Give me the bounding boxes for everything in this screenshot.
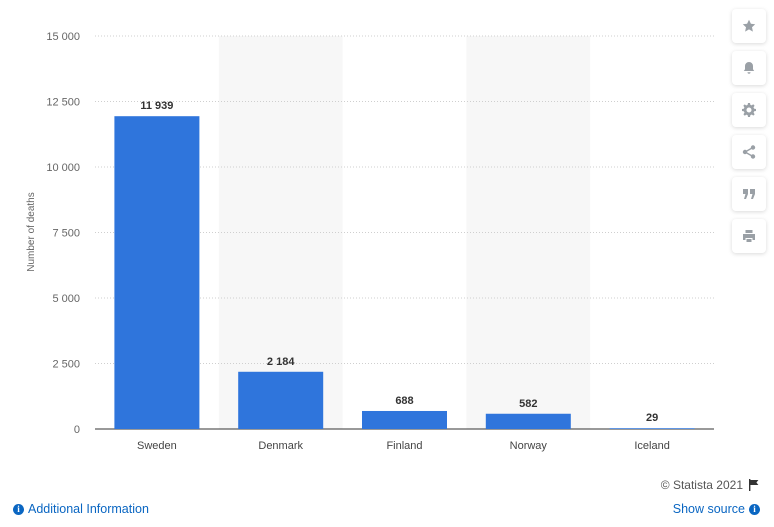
notification-bell-button[interactable] (732, 51, 766, 85)
x-category-label: Iceland (634, 440, 669, 452)
data-label: 688 (395, 395, 413, 407)
share-button[interactable] (732, 135, 766, 169)
cite-quote-icon (743, 189, 755, 199)
credit-text: © Statista 2021 (660, 478, 743, 492)
x-category-label: Finland (386, 440, 422, 452)
bar-chart: 0 2 500 5 000 7 500 10 000 12 500 15 000 11 93… (26, 31, 714, 452)
y-tick-label: 0 (74, 424, 80, 436)
notification-bell-icon (743, 62, 755, 74)
settings-gear-button[interactable] (732, 93, 766, 127)
flag-icon (749, 479, 759, 491)
info-icon: i (749, 503, 760, 515)
x-category-label: Denmark (258, 440, 303, 452)
category-band (466, 36, 591, 429)
statista-credit[interactable]: © Statista 2021 (661, 478, 760, 492)
additional-information-link[interactable]: i Additional Information (13, 502, 149, 516)
bar-sweden (114, 116, 200, 430)
y-tick-label: 2 500 (52, 359, 80, 371)
x-category-label: Sweden (137, 440, 177, 452)
y-axis-title: Number of deaths (26, 192, 37, 272)
favorite-star-icon (742, 19, 756, 32)
info-icon: i (13, 503, 24, 515)
bar-iceland (609, 428, 695, 429)
bar-finland (362, 410, 447, 429)
data-label: 582 (519, 398, 537, 410)
share-icon (742, 145, 756, 159)
y-tick-label: 7 500 (52, 228, 80, 240)
show-source-link[interactable]: Show source i (673, 502, 760, 516)
additional-information-label: Additional Information (28, 502, 149, 516)
cite-quote-button[interactable] (732, 177, 766, 211)
y-tick-label: 5 000 (52, 293, 80, 305)
data-label: 29 (646, 412, 658, 424)
print-icon (743, 230, 755, 242)
y-tick-label: 15 000 (46, 31, 80, 43)
print-button[interactable] (732, 219, 766, 253)
show-source-label: Show source (672, 502, 745, 516)
y-tick-label: 10 000 (46, 162, 80, 174)
bar-denmark (238, 371, 324, 429)
favorite-star-button[interactable] (732, 9, 766, 43)
x-category-label: Norway (510, 440, 548, 452)
bar-norway (485, 413, 571, 429)
data-label: 2 184 (267, 356, 295, 368)
settings-gear-icon (742, 103, 756, 117)
data-label: 11 939 (140, 100, 173, 112)
y-tick-label: 12 500 (46, 97, 80, 109)
category-band (218, 36, 343, 429)
